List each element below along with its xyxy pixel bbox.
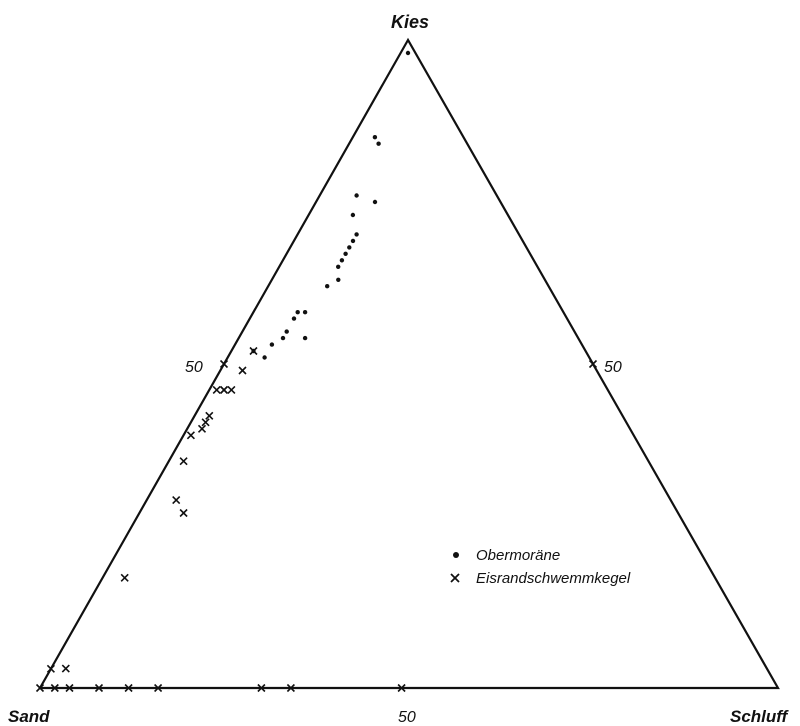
- point-obermoraene-13: [325, 284, 330, 289]
- point-obermoraene-1: [372, 135, 378, 140]
- point-obermoraene-17: [269, 342, 275, 347]
- point-obermoraene-2: [376, 141, 381, 146]
- point-eisrandschwemmkegel-25: [219, 359, 229, 369]
- legend-label-obermoraene: Obermoräne: [476, 547, 560, 564]
- point-eisrandschwemmkegel-6: [205, 411, 214, 420]
- legend: Obermoräne Eisrandschwemmkegel: [450, 547, 631, 587]
- point-eisrandschwemmkegel-16: [35, 683, 45, 693]
- legend-dot-icon: [453, 552, 459, 558]
- point-eisrandschwemmkegel-26: [588, 359, 598, 369]
- point-eisrandschwemmkegel-3: [227, 385, 236, 394]
- tick-label-right: 50: [604, 359, 622, 376]
- point-eisrandschwemmkegel-0: [249, 346, 258, 356]
- point-eisrandschwemmkegel-23: [286, 683, 295, 693]
- point-obermoraene-11: [336, 264, 341, 269]
- point-eisrandschwemmkegel-8: [197, 424, 207, 433]
- point-obermoraene-5: [372, 199, 378, 205]
- point-eisrandschwemmkegel-13: [120, 573, 129, 582]
- point-eisrandschwemmkegel-5: [219, 385, 229, 394]
- data-points: [35, 50, 598, 693]
- point-eisrandschwemmkegel-22: [257, 683, 266, 693]
- point-obermoraene-20: [302, 335, 308, 341]
- point-eisrandschwemmkegel-10: [179, 457, 188, 466]
- point-eisrandschwemmkegel-7: [201, 418, 210, 427]
- point-obermoraene-0: [405, 50, 411, 56]
- point-eisrandschwemmkegel-11: [172, 496, 181, 505]
- vertex-label-right: Schluff: [730, 707, 790, 726]
- point-eisrandschwemmkegel-15: [61, 664, 70, 673]
- point-eisrandschwemmkegel-9: [186, 431, 195, 440]
- legend-x-icon: [450, 573, 460, 583]
- tick-label-bottom: 50: [398, 709, 416, 726]
- point-eisrandschwemmkegel-1: [238, 366, 247, 375]
- point-eisrandschwemmkegel-17: [50, 683, 59, 693]
- point-obermoraene-4: [350, 212, 356, 218]
- point-eisrandschwemmkegel-12: [179, 508, 188, 518]
- tick-label-left: 50: [185, 359, 203, 376]
- point-obermoraene-18: [280, 335, 286, 341]
- point-obermoraene-12: [336, 277, 341, 282]
- vertex-label-left: Sand: [8, 707, 50, 726]
- point-obermoraene-6: [354, 232, 359, 237]
- point-eisrandschwemmkegel-14: [46, 664, 55, 673]
- point-obermoraene-16: [302, 310, 308, 315]
- point-obermoraene-9: [343, 251, 348, 256]
- triangle-outline: [38, 37, 780, 690]
- point-obermoraene-8: [347, 245, 352, 250]
- point-obermoraene-14: [295, 310, 300, 315]
- point-eisrandschwemmkegel-21: [154, 683, 163, 693]
- legend-label-eisrandschwemmkegel: Eisrandschwemmkegel: [476, 570, 631, 587]
- point-obermoraene-10: [339, 258, 345, 263]
- point-eisrandschwemmkegel-24: [397, 683, 406, 693]
- point-obermoraene-19: [284, 329, 289, 334]
- point-eisrandschwemmkegel-2: [212, 385, 221, 394]
- point-obermoraene-22: [262, 355, 267, 360]
- vertex-label-top: Kies: [391, 12, 429, 32]
- point-eisrandschwemmkegel-18: [65, 683, 74, 693]
- point-obermoraene-7: [350, 238, 356, 244]
- point-obermoraene-15: [291, 316, 297, 321]
- point-eisrandschwemmkegel-20: [124, 683, 133, 693]
- point-obermoraene-3: [354, 193, 359, 198]
- point-eisrandschwemmkegel-19: [94, 683, 104, 693]
